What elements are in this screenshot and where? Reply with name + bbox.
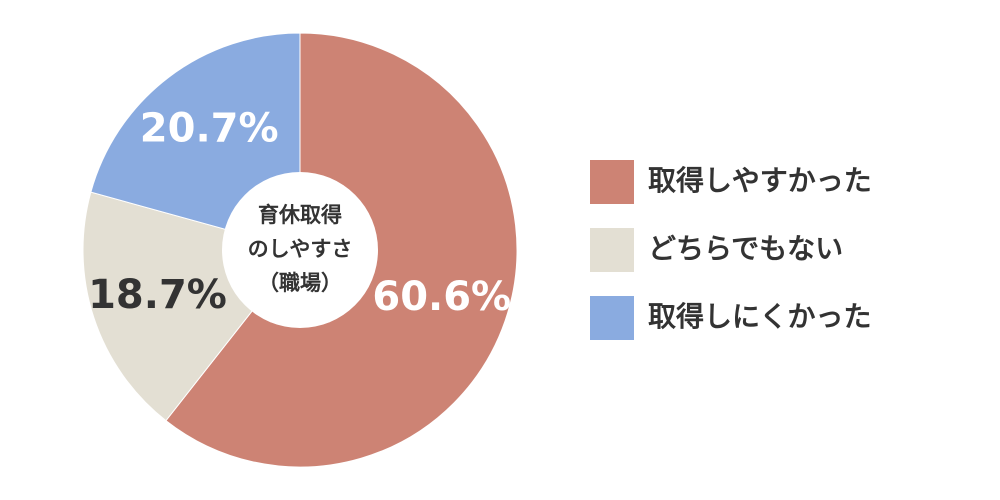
legend-swatch — [590, 160, 634, 204]
center-label: 育休取得 — [258, 203, 342, 227]
value-label: 18.7% — [88, 272, 227, 318]
value-label: 60.6% — [372, 274, 511, 320]
center-label: のしやすさ — [248, 237, 353, 261]
value-label: 20.7% — [140, 106, 279, 152]
legend-swatch — [590, 296, 634, 340]
legend-label: 取得しにくかった — [648, 300, 871, 333]
legend-label: どちらでもない — [648, 232, 843, 265]
legend-swatch — [590, 228, 634, 272]
donut-hole — [222, 172, 378, 328]
legend-label: 取得しやすかった — [648, 164, 872, 197]
center-label: （職場） — [258, 271, 342, 295]
